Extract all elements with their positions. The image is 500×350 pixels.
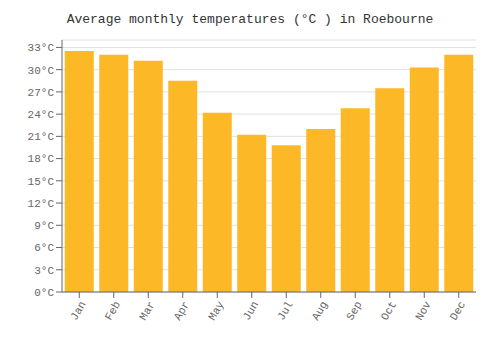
svg-text:27°C: 27°C — [28, 87, 55, 99]
svg-text:May: May — [206, 299, 226, 322]
svg-text:15°C: 15°C — [28, 176, 55, 188]
svg-text:21°C: 21°C — [28, 131, 55, 143]
svg-text:3°C: 3°C — [34, 265, 54, 277]
svg-text:18°C: 18°C — [28, 153, 55, 165]
svg-text:6°C: 6°C — [34, 242, 54, 254]
svg-text:12°C: 12°C — [28, 198, 55, 210]
svg-text:Oct: Oct — [379, 299, 399, 322]
html-text:Average monthly temperatures (: Average monthly temperatures (°C ) in Ro… — [66, 12, 434, 27]
svg-text:33°C: 33°C — [28, 42, 55, 54]
svg-text:0°C: 0°C — [34, 287, 54, 299]
svg-text:Feb: Feb — [103, 299, 123, 322]
svg-text:Jan: Jan — [68, 299, 88, 322]
svg-text:Apr: Apr — [172, 299, 192, 322]
svg-text:Mar: Mar — [137, 299, 157, 322]
svg-text:Jul: Jul — [275, 299, 295, 322]
svg-text:Nov: Nov — [413, 299, 433, 322]
svg-text:30°C: 30°C — [28, 65, 55, 77]
svg-text:24°C: 24°C — [28, 109, 55, 121]
svg-text:Dec: Dec — [448, 299, 468, 322]
svg-text:Aug: Aug — [310, 299, 330, 322]
svg-text:9°C: 9°C — [34, 220, 54, 232]
svg-text:Sep: Sep — [344, 299, 364, 322]
svg-text:Jun: Jun — [241, 299, 261, 322]
